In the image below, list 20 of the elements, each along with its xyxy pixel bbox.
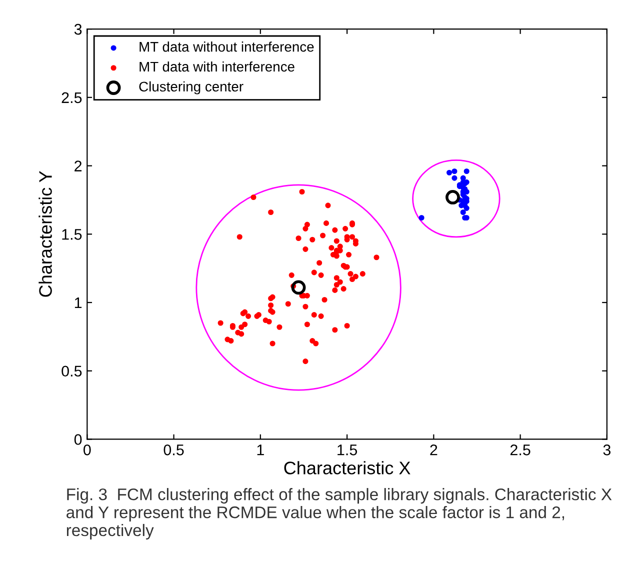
y-tick-label: 2.5 [62,92,82,104]
y-tick-label: 0.5 [62,366,82,377]
x-tick-label: 2 [430,444,438,456]
legend-label: Clustering center [139,81,244,94]
y-tick-label: 1 [74,298,82,308]
x-tick-label: 1.5 [338,444,358,456]
y-tick-label: 0 [74,434,82,445]
x-tick-label: 0 [84,444,91,456]
legend-label: MT data with interference [140,61,294,72]
y-tick-label: 2 [74,160,82,172]
caption: Fig. 3 FCM clustering effect of the sample library signals. Characteristic X and Y represent the RCMDE value when the scale factor is 1 and 2, respectively [66,488,612,540]
x-tick-label: 0.5 [164,444,184,456]
x-tick-label: 3 [603,444,611,456]
legend-label: MT data without interference [140,42,314,52]
y-axis-title: Characteristic Y [38,170,52,297]
x-axis-title: Characteristic X [284,461,410,474]
x-tick-label: 2.5 [510,444,530,456]
x-tick-label: 1 [257,444,264,456]
y-tick-label: 3 [74,24,82,35]
y-tick-label: 1.5 [62,229,82,240]
